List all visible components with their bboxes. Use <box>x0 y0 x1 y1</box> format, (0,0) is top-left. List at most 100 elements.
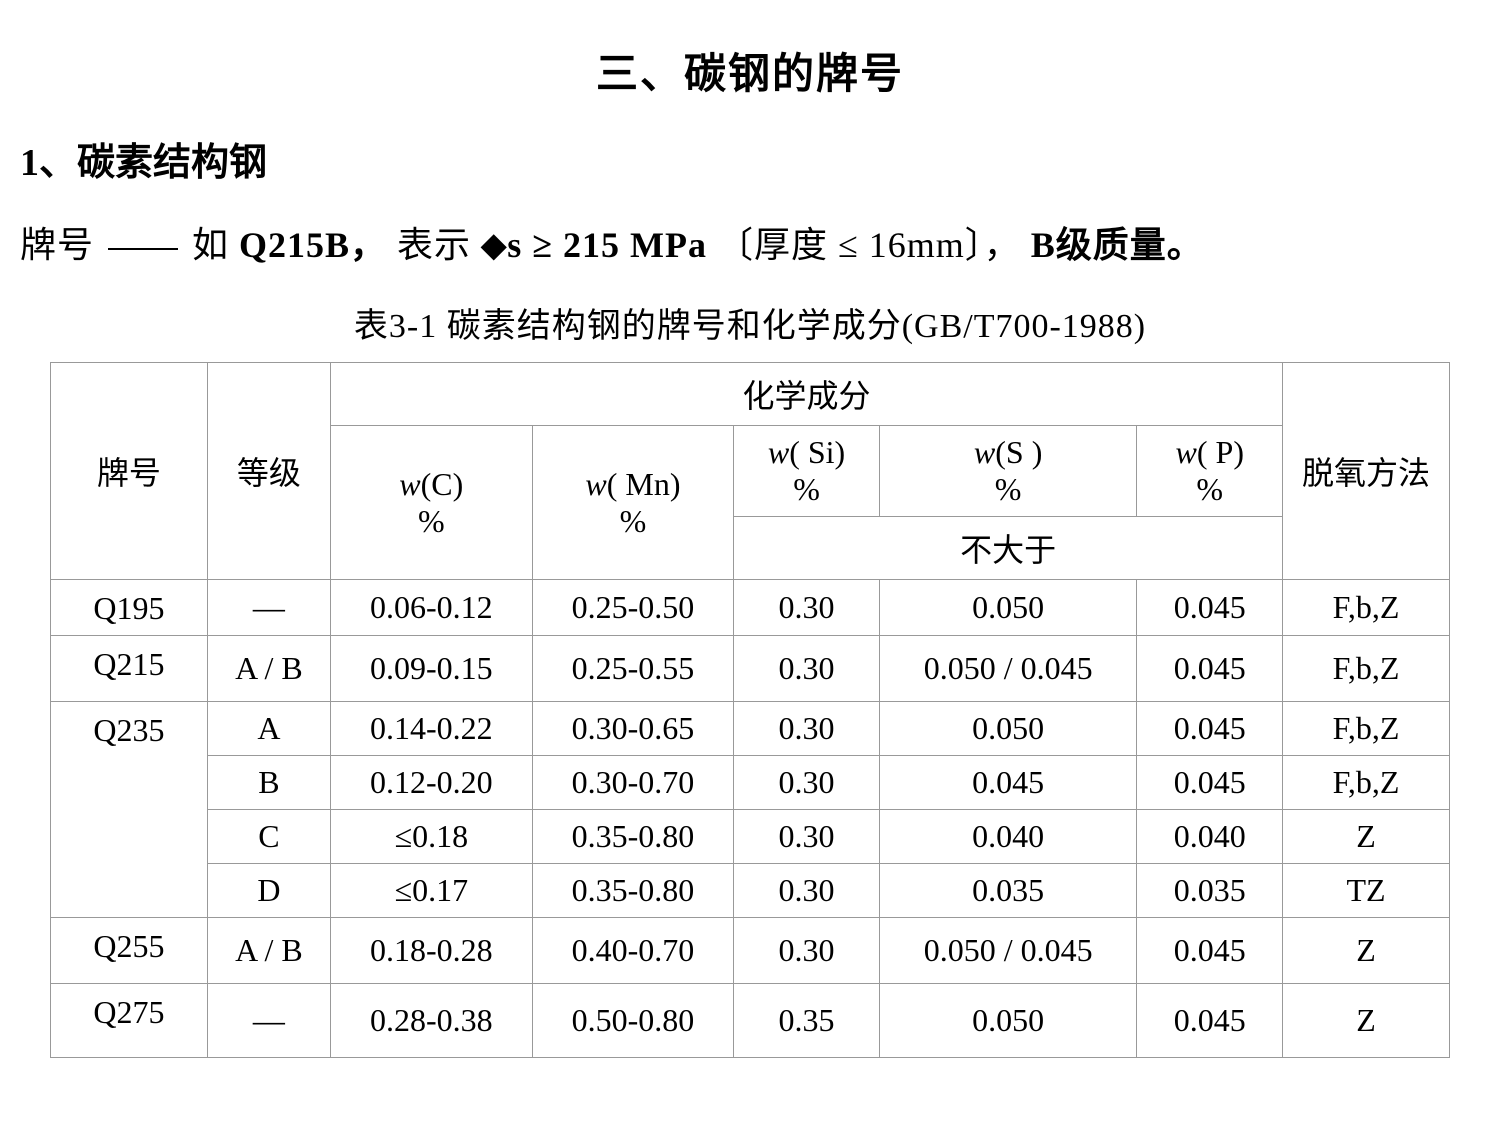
cell-p: 0.035 <box>1137 864 1283 918</box>
cell-mn: 0.25-0.55 <box>532 636 734 702</box>
cell-grade: Q195 <box>51 580 208 636</box>
cell-mn: 0.40-0.70 <box>532 918 734 984</box>
wmn-prefix: w <box>585 466 606 502</box>
header-wp: w( P)% <box>1137 426 1283 517</box>
cell-deox: Z <box>1283 984 1450 1058</box>
table-row: Q235A0.14-0.220.30-0.650.300.0500.045F,b… <box>51 702 1450 756</box>
cell-s: 0.050 <box>879 580 1137 636</box>
cell-mn: 0.25-0.50 <box>532 580 734 636</box>
wc-suffix: (C) <box>421 466 464 502</box>
designation-quality: B级质量。 <box>1031 225 1204 265</box>
table-row: Q255A / B0.18-0.280.40-0.700.300.050 / 0… <box>51 918 1450 984</box>
cell-deox: F,b,Z <box>1283 636 1450 702</box>
wc-prefix: w <box>399 466 420 502</box>
cell-grade: Q215 <box>51 636 208 702</box>
table-row: B0.12-0.200.30-0.700.300.0450.045F,b,Z <box>51 756 1450 810</box>
cell-si: 0.30 <box>734 636 880 702</box>
cell-s: 0.050 / 0.045 <box>879 918 1137 984</box>
cell-si: 0.30 <box>734 918 880 984</box>
cell-grade: Q235 <box>51 702 208 918</box>
cell-c: 0.18-0.28 <box>331 918 533 984</box>
cell-s: 0.050 <box>879 984 1137 1058</box>
ws-suffix: (S ) <box>995 434 1042 470</box>
cell-deox: F,b,Z <box>1283 756 1450 810</box>
cell-c: ≤0.18 <box>331 810 533 864</box>
cell-level: B <box>207 756 330 810</box>
cell-si: 0.35 <box>734 984 880 1058</box>
header-wsi: w( Si)% <box>734 426 880 517</box>
designation-example: Q215B， <box>239 225 387 265</box>
cell-si: 0.30 <box>734 810 880 864</box>
table-row: Q195—0.06-0.120.25-0.500.300.0500.045F,b… <box>51 580 1450 636</box>
cell-level: — <box>207 984 330 1058</box>
wp-pct: % <box>1196 471 1223 507</box>
wmn-suffix: ( Mn) <box>607 466 681 502</box>
cell-mn: 0.30-0.70 <box>532 756 734 810</box>
cell-si: 0.30 <box>734 702 880 756</box>
cell-level: C <box>207 810 330 864</box>
cell-deox: F,b,Z <box>1283 702 1450 756</box>
wp-suffix: ( P) <box>1197 434 1244 470</box>
cell-level: A <box>207 702 330 756</box>
table-head-row-1: 牌号 等级 化学成分 脱氧方法 <box>51 363 1450 426</box>
designation-as: 如 <box>192 225 229 265</box>
page-title: 三、碳钢的牌号 <box>10 40 1490 101</box>
header-not-greater: 不大于 <box>734 517 1283 580</box>
table-row: C≤0.180.35-0.800.300.0400.040Z <box>51 810 1450 864</box>
designation-line: 牌号 如 Q215B， 表示 ⬥s ≥ 215 MPa 〔厚度 ≤ 16mm〕，… <box>20 216 1490 268</box>
header-wmn: w( Mn)% <box>532 426 734 580</box>
header-level: 等级 <box>207 363 330 580</box>
designation-prefix: 牌号 <box>20 225 94 265</box>
cell-deox: Z <box>1283 810 1450 864</box>
ws-pct: % <box>995 471 1022 507</box>
wp-prefix: w <box>1176 434 1197 470</box>
table-caption: 表3-1 碳素结构钢的牌号和化学成分(GB/T700-1988) <box>10 298 1490 347</box>
cell-level: D <box>207 864 330 918</box>
table-row: Q275—0.28-0.380.50-0.800.350.0500.045Z <box>51 984 1450 1058</box>
cell-p: 0.045 <box>1137 580 1283 636</box>
designation-thickness: 〔厚度 ≤ 16mm〕， <box>717 225 1021 265</box>
header-ws: w(S )% <box>879 426 1137 517</box>
cell-p: 0.045 <box>1137 636 1283 702</box>
header-deox: 脱氧方法 <box>1283 363 1450 580</box>
wsi-suffix: ( Si) <box>789 434 845 470</box>
cell-deox: Z <box>1283 918 1450 984</box>
cell-c: 0.06-0.12 <box>331 580 533 636</box>
wc-pct: % <box>418 503 445 539</box>
cell-p: 0.045 <box>1137 918 1283 984</box>
ws-prefix: w <box>974 434 995 470</box>
cell-si: 0.30 <box>734 756 880 810</box>
table-row: Q215A / B0.09-0.150.25-0.550.300.050 / 0… <box>51 636 1450 702</box>
cell-p: 0.045 <box>1137 702 1283 756</box>
cell-s: 0.045 <box>879 756 1137 810</box>
cell-mn: 0.50-0.80 <box>532 984 734 1058</box>
table-body: Q195—0.06-0.120.25-0.500.300.0500.045F,b… <box>51 580 1450 1058</box>
cell-c: 0.14-0.22 <box>331 702 533 756</box>
table-head: 牌号 等级 化学成分 脱氧方法 w(C)% w( Mn)% w( Si)% w(… <box>51 363 1450 580</box>
cell-mn: 0.35-0.80 <box>532 864 734 918</box>
cell-deox: TZ <box>1283 864 1450 918</box>
designation-means: 表示 <box>397 225 471 265</box>
header-grade: 牌号 <box>51 363 208 580</box>
cell-s: 0.040 <box>879 810 1137 864</box>
header-wc: w(C)% <box>331 426 533 580</box>
wmn-pct: % <box>620 503 647 539</box>
cell-deox: F,b,Z <box>1283 580 1450 636</box>
cell-p: 0.045 <box>1137 984 1283 1058</box>
cell-level: A / B <box>207 636 330 702</box>
section-label: 1、碳素结构钢 <box>20 131 1490 186</box>
cell-c: 0.28-0.38 <box>331 984 533 1058</box>
cell-grade: Q275 <box>51 984 208 1058</box>
cell-s: 0.050 <box>879 702 1137 756</box>
dash-icon <box>108 248 178 250</box>
composition-table: 牌号 等级 化学成分 脱氧方法 w(C)% w( Mn)% w( Si)% w(… <box>50 362 1450 1058</box>
cell-si: 0.30 <box>734 864 880 918</box>
cell-level: — <box>207 580 330 636</box>
wsi-pct: % <box>793 471 820 507</box>
cell-p: 0.045 <box>1137 756 1283 810</box>
cell-c: ≤0.17 <box>331 864 533 918</box>
cell-si: 0.30 <box>734 580 880 636</box>
cell-p: 0.040 <box>1137 810 1283 864</box>
cell-s: 0.035 <box>879 864 1137 918</box>
cell-mn: 0.35-0.80 <box>532 810 734 864</box>
